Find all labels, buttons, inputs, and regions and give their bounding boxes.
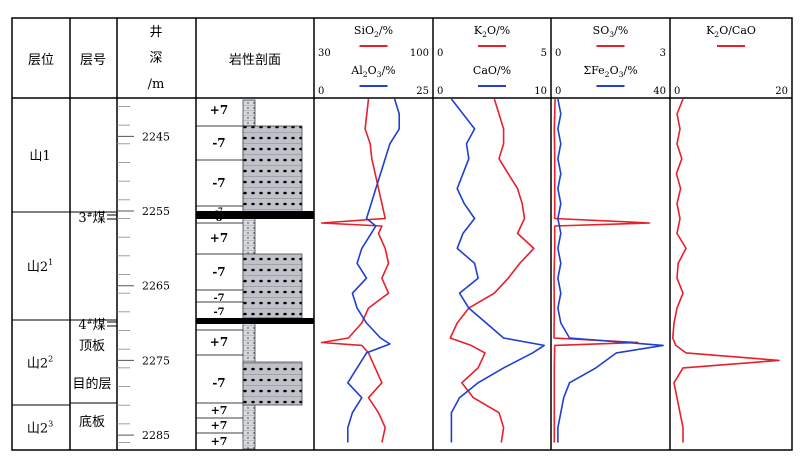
series-label-1-0: K2O/%	[474, 24, 510, 39]
lithology-column: +7-7-7-78+7-7-7-7+7-7+7+7+7	[196, 99, 314, 450]
tick-min-0-1: 0	[318, 86, 324, 97]
header-depth-1: 井	[149, 25, 162, 40]
layer-label-sup: 2	[48, 355, 53, 364]
litho-label: +7	[210, 231, 228, 245]
header-depth-2: 深	[149, 51, 162, 66]
depth-label: 2255	[142, 205, 170, 218]
series-line-3-0	[671, 98, 780, 443]
tick-max-2-0: 3	[660, 48, 666, 59]
table-frame	[11, 17, 793, 451]
layer-number-label: 底板	[79, 414, 105, 430]
litho-label: +7	[211, 435, 228, 448]
series-line-2-0	[553, 98, 651, 443]
layer-column: 山1 山21 山22 山23	[12, 149, 70, 437]
layer-label: 山22	[27, 355, 53, 372]
layer-number-tail: 煤	[93, 211, 106, 226]
layer-number-text: 底板	[79, 414, 105, 430]
litho-label: -7	[212, 176, 225, 190]
depth-label: 2275	[142, 354, 170, 367]
series-line-0-0	[320, 98, 390, 443]
series-label-0-0: SiO2/%	[354, 24, 393, 39]
litho-label: -7	[212, 136, 225, 150]
header-layer: 层位	[28, 53, 54, 68]
tick-min-0-0: 30	[318, 48, 331, 59]
layer-label-sup: 3	[48, 420, 53, 429]
layer-number-text: 顶板	[79, 339, 105, 354]
litho-dotted-block	[242, 253, 303, 319]
header-layer-no: 层号	[80, 53, 106, 68]
series-line-1-0	[449, 98, 535, 443]
series-label-1-1: CaO/%	[473, 64, 511, 77]
depth-label: 2265	[142, 280, 170, 293]
layer-number-label: 目的层	[72, 376, 111, 392]
series-label-0-1: Al2O3/%	[350, 64, 395, 79]
layer-label-sup: 1	[48, 258, 53, 267]
curve-panels	[320, 98, 780, 443]
layer-label: 山23	[27, 420, 53, 437]
depth-label: 2285	[142, 429, 170, 442]
tick-max-0-0: 100	[410, 48, 429, 59]
layer-number-tail: 煤	[93, 318, 106, 333]
depth-column: 2245 2255 2265 2275 2285	[117, 106, 170, 443]
series-line-0-1	[346, 98, 401, 443]
litho-dotted-block	[242, 361, 303, 406]
litho-label: +7	[210, 335, 228, 349]
layer-number-sup: #	[87, 318, 93, 326]
layer-number-label: 3#煤	[78, 211, 105, 226]
layer-number-label: 顶板	[79, 339, 105, 354]
layer-label: 山1	[29, 149, 50, 164]
series-label-2-1: ΣFe2O3/%	[583, 64, 637, 79]
series-label-2-0: SO3/%	[593, 24, 629, 39]
litho-label: +7	[211, 419, 228, 432]
layer-number-sup: #	[87, 211, 93, 219]
tick-max-2-1: 40	[653, 86, 666, 97]
litho-label: -7	[213, 307, 224, 318]
tick-min-1-1: 0	[437, 86, 443, 97]
litho-label: +7	[211, 404, 228, 417]
tick-max-1-1: 10	[534, 86, 547, 97]
layer-number-text: 4	[78, 318, 86, 333]
litho-label: -7	[212, 376, 225, 390]
litho-label: -7	[213, 293, 224, 304]
layer-number-text: 3	[78, 211, 86, 226]
tick-min-3: 0	[674, 86, 680, 97]
header-litho: 岩性剖面	[229, 53, 281, 68]
coal-seam	[196, 318, 314, 324]
depth-label: 2245	[142, 130, 170, 143]
litho-label: -7	[212, 265, 225, 279]
tick-min-2-1: 0	[555, 86, 561, 97]
layer-number-text: 目的层	[72, 376, 111, 392]
tick-max-3: 20	[775, 86, 788, 97]
layer-number-label: 4#煤	[78, 318, 105, 333]
coal-seam	[196, 211, 314, 219]
tick-max-1-0: 5	[541, 48, 547, 59]
header-depth-3: /m	[148, 77, 165, 92]
litho-label: 8	[216, 214, 222, 224]
litho-label: -7	[215, 206, 223, 215]
series-line-2-1	[557, 98, 664, 443]
series-line-1-1	[450, 98, 546, 443]
tick-min-2-0: 0	[555, 48, 561, 59]
tick-max-0-1: 25	[416, 86, 429, 97]
litho-label: +7	[210, 103, 228, 117]
tick-min-1-0: 0	[437, 48, 443, 59]
litho-dotted-block	[242, 125, 303, 213]
series-label-3-0: K2O/CaO	[706, 24, 756, 39]
layer-label: 山21	[27, 258, 53, 275]
